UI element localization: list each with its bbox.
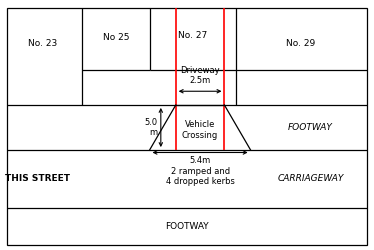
Text: Vehicle
Crossing: Vehicle Crossing: [182, 120, 218, 140]
Text: No 25: No 25: [103, 33, 129, 42]
Text: 5.0
m: 5.0 m: [144, 118, 157, 137]
Text: No. 29: No. 29: [286, 39, 316, 48]
Text: No. 27: No. 27: [178, 30, 207, 40]
Text: FOOTWAY: FOOTWAY: [288, 123, 333, 132]
Text: THIS STREET: THIS STREET: [5, 174, 70, 183]
Text: No. 23: No. 23: [28, 39, 58, 48]
Text: CARRIAGEWAY: CARRIAGEWAY: [277, 174, 344, 183]
Text: FOOTWAY: FOOTWAY: [165, 222, 209, 231]
Text: Driveway
2.5m: Driveway 2.5m: [180, 66, 220, 85]
Text: 5.4m
2 ramped and
4 dropped kerbs: 5.4m 2 ramped and 4 dropped kerbs: [166, 156, 234, 186]
